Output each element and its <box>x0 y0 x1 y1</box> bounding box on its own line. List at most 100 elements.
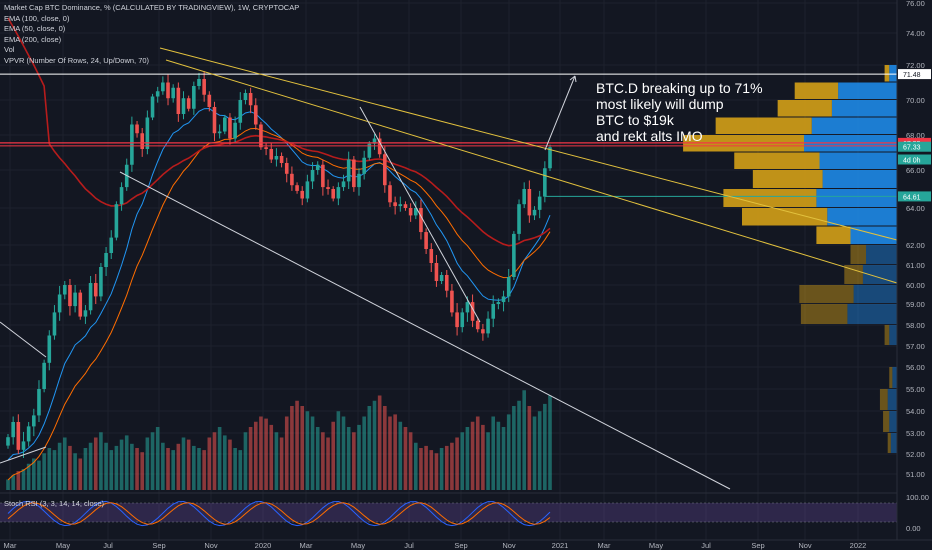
vpvr-row-up <box>847 304 897 324</box>
candle-body <box>429 249 434 263</box>
candle-body <box>300 190 305 199</box>
ema50-label[interactable]: EMA (50, close, 0) <box>4 24 66 33</box>
vpvr-row-down <box>723 189 817 207</box>
x-tick-label: 2021 <box>552 541 569 550</box>
vol-label[interactable]: Vol <box>4 45 15 54</box>
y-tick-label: 66.00 <box>906 166 925 175</box>
candle-body <box>321 164 325 188</box>
candle-body <box>470 302 475 321</box>
x-tick-label: May <box>649 541 663 550</box>
candle-body <box>78 292 83 317</box>
volume-bar <box>512 406 516 490</box>
volume-bar <box>475 416 480 490</box>
x-tick-label: Nov <box>798 541 812 550</box>
volume-bar <box>388 416 392 490</box>
vpvr-row-up <box>819 152 897 169</box>
vpvr-row-up <box>889 325 897 345</box>
candle-body <box>372 138 377 144</box>
volume-bar <box>197 448 201 490</box>
volume-bar <box>62 437 67 490</box>
vpvr-row-up <box>890 433 897 453</box>
candle-body <box>32 415 36 427</box>
candle-body <box>362 157 366 174</box>
candle-body <box>383 154 387 186</box>
volume-bar <box>367 406 372 490</box>
vpvr-row-down <box>884 325 890 345</box>
volume-bar <box>362 416 366 490</box>
yellow-trendline <box>165 59 898 284</box>
volume-bar <box>522 390 526 490</box>
ema50-line <box>7 107 551 461</box>
downtrend-line <box>359 106 481 323</box>
candle-body <box>315 164 320 170</box>
stoch-rsi-label[interactable]: Stoch RSI (3, 3, 14, 14, close) <box>4 499 105 508</box>
ema100-label[interactable]: EMA (100, close, 0) <box>4 13 70 23</box>
price-axis <box>897 0 932 550</box>
ema200-label[interactable]: EMA (200, close) <box>4 34 62 44</box>
vpvr-row-up <box>822 170 897 188</box>
volume-bar <box>481 424 485 490</box>
rsi-k-line <box>7 500 551 527</box>
volume-bar <box>429 450 434 490</box>
volume-bar <box>470 421 475 490</box>
candle-body <box>73 292 77 307</box>
vpvr-row-up <box>862 265 897 284</box>
volume-bar <box>372 400 377 490</box>
candle-body <box>62 285 67 295</box>
candle-body <box>166 82 170 99</box>
volume-bar <box>439 448 444 490</box>
volume-bar <box>341 416 346 490</box>
x-tick-label: 2022 <box>850 541 867 550</box>
vpvr-row-up <box>889 411 897 432</box>
symbol-title[interactable]: Market Cap BTC Dominance, % (CALCULATED … <box>4 3 300 12</box>
candle-body <box>114 204 119 238</box>
candle-body <box>331 189 335 199</box>
volume-bar <box>181 437 186 490</box>
volume-bar <box>223 435 227 490</box>
price-tag-text: 67.33 <box>903 145 921 152</box>
stoch-rsi-pane <box>0 492 932 527</box>
volume-bar <box>491 416 496 490</box>
price-tag: 4d 0h <box>898 154 931 165</box>
vpvr-row-up <box>887 389 897 410</box>
volume-bar <box>212 432 217 490</box>
price-tag-text: 4d 0h <box>903 158 921 165</box>
volume-bar <box>393 414 397 490</box>
volume-bar <box>413 442 418 490</box>
chart-annotation[interactable]: BTC.D breaking up to 71% most likely wil… <box>596 80 763 144</box>
candlesticks <box>6 71 552 458</box>
volume-bar <box>135 448 139 490</box>
vpvr-row-down <box>887 433 891 453</box>
volume-bar <box>109 450 114 490</box>
volume-bar <box>207 437 212 490</box>
candle-body <box>543 168 547 197</box>
candle-body <box>171 87 175 99</box>
candle-body <box>460 312 465 328</box>
arrow-shaft <box>544 75 576 151</box>
vpvr-row-down <box>715 117 812 134</box>
x-tick-label: 2020 <box>255 541 272 550</box>
candle-body <box>145 117 150 149</box>
y-tick-label: 72.00 <box>906 61 925 70</box>
volume-bar <box>228 439 232 490</box>
vpvr-label[interactable]: VPVR (Number Of Rows, 24, Up/Down, 70) <box>4 55 150 65</box>
y-tick-label: 74.00 <box>906 29 925 38</box>
candle-body <box>475 320 480 330</box>
candle-body <box>176 87 181 114</box>
y-tick-label: 62.00 <box>906 241 925 250</box>
volume-bar <box>455 437 459 490</box>
volume-bar <box>243 432 248 490</box>
candle-body <box>310 170 315 182</box>
candle-body <box>37 389 41 416</box>
vpvr-row-down <box>752 170 823 188</box>
x-tick-label: Sep <box>152 541 165 550</box>
price-tag-bg <box>898 154 931 165</box>
volume-bars <box>6 390 552 490</box>
volume-bar <box>532 416 537 490</box>
y-tick-label: 54.00 <box>906 407 925 416</box>
volume-bar <box>424 445 428 490</box>
price-tag: 67.33 <box>898 141 931 152</box>
volume-bar <box>537 411 542 490</box>
